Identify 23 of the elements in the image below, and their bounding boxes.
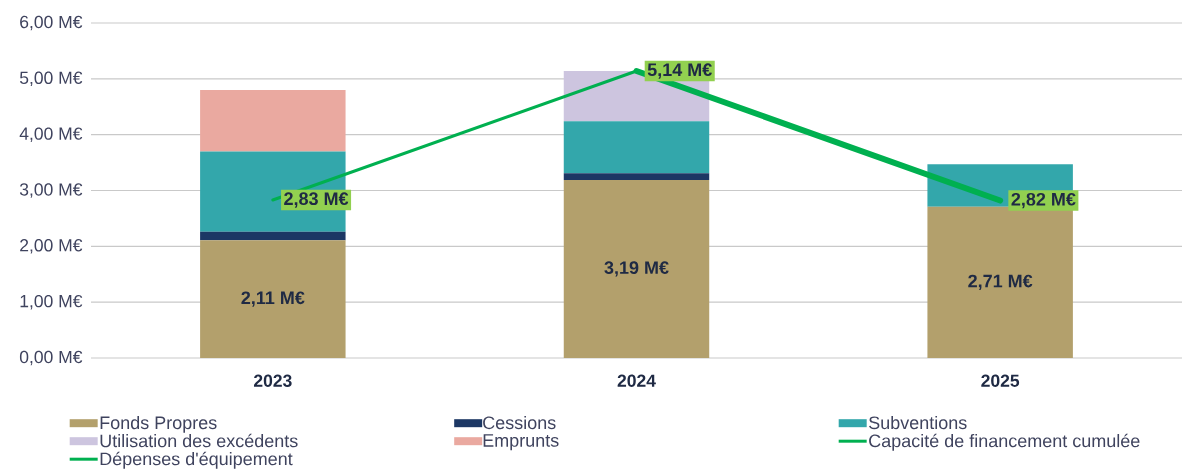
y-tick-label: 1,00 M€: [20, 294, 83, 310]
legend-label: Capacité de financement cumulée: [869, 433, 1140, 451]
y-tick-label: 6,00 M€: [20, 15, 83, 31]
data-label: 2,11 M€: [241, 291, 305, 307]
legend-label: Fonds Propres: [100, 415, 217, 433]
data-label: 3,19 M€: [604, 261, 669, 277]
legend-label: Subventions: [869, 415, 967, 430]
legend-label: Utilisation des excédents: [100, 433, 298, 448]
data-label: 2,83 M€: [284, 192, 349, 208]
x-tick-label: 2024: [617, 374, 656, 387]
y-tick-label: 2,00 M€: [20, 239, 83, 254]
legend-label: Dépenses d'équipement: [100, 451, 293, 469]
x-tick-label: 2025: [981, 374, 1020, 387]
y-tick-label: 0,00 M€: [19, 350, 83, 366]
legend-label: Emprunts: [483, 434, 559, 451]
y-tick-label: 4,00 M€: [19, 127, 83, 142]
data-label: 5,14 M€: [647, 63, 712, 79]
y-tick-label: 3,00 M€: [19, 183, 83, 198]
x-tick-label: 2023: [253, 374, 292, 387]
legend-label: Cessions: [483, 415, 556, 430]
y-tick-label: 5,00 M€: [19, 71, 83, 87]
data-label: 2,71 M€: [968, 274, 1033, 291]
data-label: 2,82 M€: [1011, 192, 1076, 209]
